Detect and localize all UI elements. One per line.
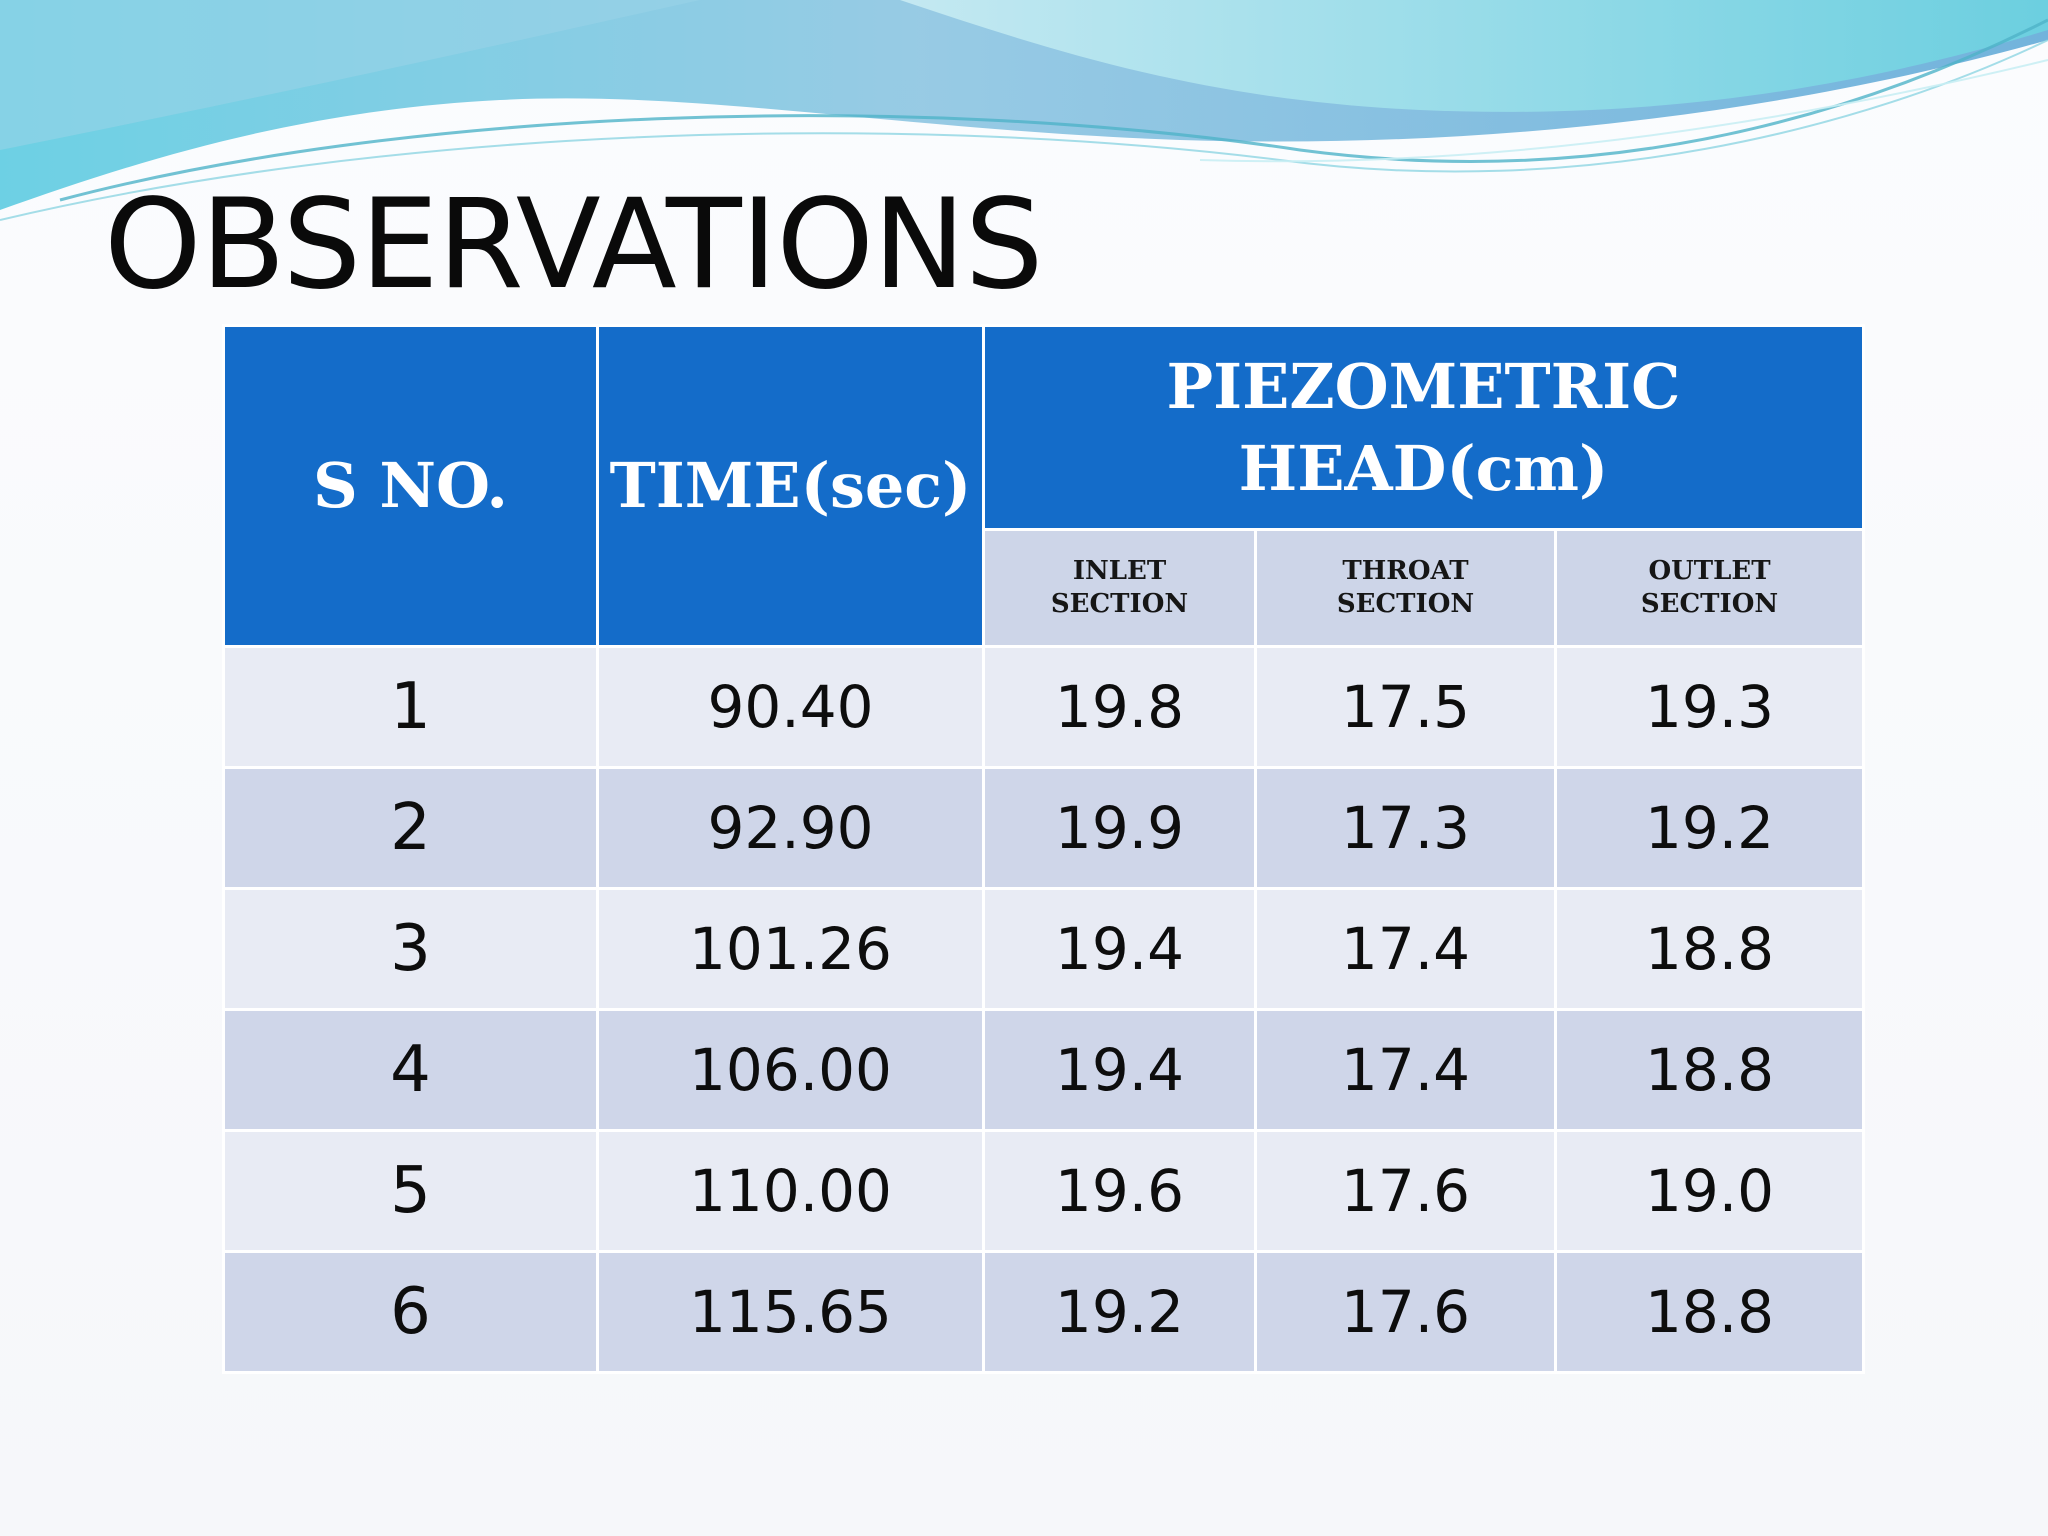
observations-table: S NO. TIME(sec) PIEZOMETRIC HEAD(cm) INL… (222, 324, 1866, 1374)
cell-outlet: 19.0 (1553, 1129, 1866, 1253)
cell-sno: 3 (222, 887, 599, 1011)
cell-sno: 1 (222, 645, 599, 769)
cell-inlet: 19.6 (982, 1129, 1257, 1253)
cell-time: 110.00 (596, 1129, 985, 1253)
header-throat-section: THROAT SECTION (1254, 528, 1557, 648)
cell-outlet: 18.8 (1553, 887, 1866, 1011)
cell-throat: 17.4 (1254, 1008, 1557, 1132)
table-row: 1 90.40 19.8 17.5 19.3 (222, 645, 1866, 769)
table-row: 5 110.00 19.6 17.6 19.0 (222, 1129, 1866, 1253)
cell-outlet: 18.8 (1553, 1008, 1866, 1132)
cell-time: 106.00 (596, 1008, 985, 1132)
cell-sno: 6 (222, 1250, 599, 1374)
decorative-wave (0, 0, 2048, 221)
table-row: 3 101.26 19.4 17.4 18.8 (222, 887, 1866, 1011)
cell-inlet: 19.4 (982, 887, 1257, 1011)
cell-time: 90.40 (596, 645, 985, 769)
table-row: 4 106.00 19.4 17.4 18.8 (222, 1008, 1866, 1132)
header-outlet-section: OUTLET SECTION (1553, 528, 1866, 648)
cell-throat: 17.6 (1254, 1129, 1557, 1253)
table-subheader-row: INLET SECTION THROAT SECTION OUTLET SECT… (224, 528, 1866, 648)
cell-time: 115.65 (596, 1250, 985, 1374)
cell-sno: 4 (222, 1008, 599, 1132)
cell-time: 101.26 (596, 887, 985, 1011)
cell-time: 92.90 (596, 766, 985, 890)
cell-inlet: 19.9 (982, 766, 1257, 890)
cell-throat: 17.6 (1254, 1250, 1557, 1374)
header-inlet-label: INLET SECTION (1050, 556, 1189, 619)
header-inlet-section: INLET SECTION (982, 528, 1257, 648)
cell-outlet: 19.3 (1553, 645, 1866, 769)
cell-sno: 2 (222, 766, 599, 890)
header-time: TIME(sec) (596, 324, 985, 648)
table-row: 2 92.90 19.9 17.3 19.2 (222, 766, 1866, 890)
header-sno: S NO. (222, 324, 599, 648)
header-throat-label: THROAT SECTION (1336, 556, 1475, 619)
header-outlet-label: OUTLET SECTION (1640, 556, 1779, 619)
cell-inlet: 19.8 (982, 645, 1257, 769)
table-header-row: S NO. TIME(sec) PIEZOMETRIC HEAD(cm) (222, 324, 1866, 648)
header-piezometric-head: PIEZOMETRIC HEAD(cm) (981, 324, 1866, 531)
slide-title: OBSERVATIONS (104, 173, 1043, 317)
cell-throat: 17.3 (1254, 766, 1557, 890)
cell-outlet: 18.8 (1553, 1250, 1866, 1374)
cell-outlet: 19.2 (1553, 766, 1866, 890)
cell-inlet: 19.4 (982, 1008, 1257, 1132)
cell-throat: 17.4 (1254, 887, 1557, 1011)
table-row: 6 115.65 19.2 17.6 18.8 (222, 1250, 1866, 1374)
cell-throat: 17.5 (1254, 645, 1557, 769)
cell-sno: 5 (222, 1129, 599, 1253)
cell-inlet: 19.2 (982, 1250, 1257, 1374)
